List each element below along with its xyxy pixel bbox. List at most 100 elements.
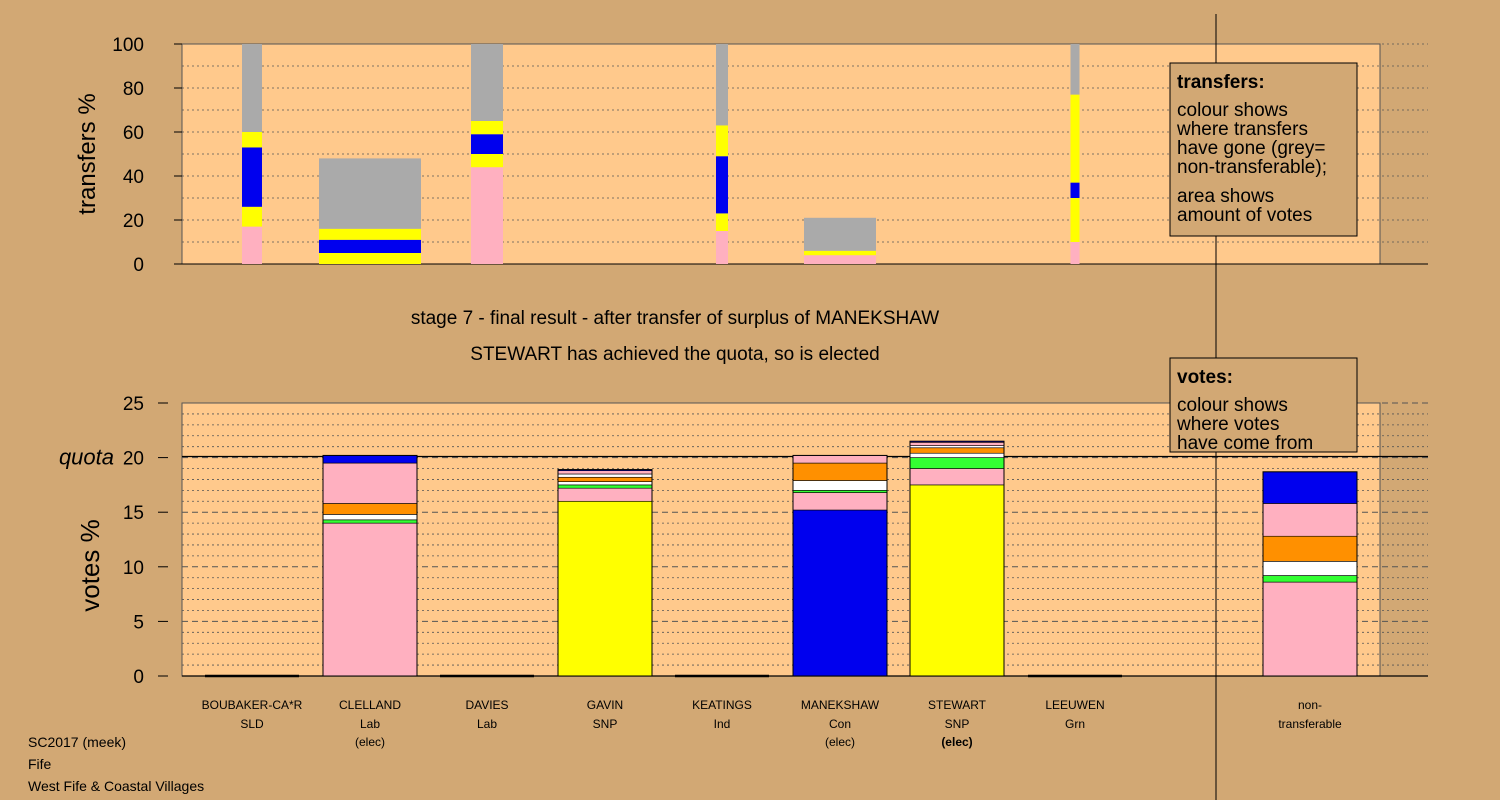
transfer-bar-segment: [804, 255, 876, 264]
votes-bar-segment: [1262, 471, 1358, 504]
votes-bar-segment: [909, 484, 1005, 677]
transfers-y-tick-label: 20: [123, 211, 144, 232]
transfer-bar-segment: [319, 253, 421, 264]
transfer-bar-segment: [242, 147, 262, 207]
votes-y-tick-label: 15: [123, 503, 144, 524]
transfer-bar-segment: [716, 125, 728, 157]
transfer-bar-segment: [716, 231, 728, 264]
candidate-name: GAVIN: [587, 698, 623, 712]
transfer-bar-segment: [319, 158, 421, 229]
votes-bar-segment: [792, 492, 888, 511]
transfer-bar-segment: [471, 134, 503, 154]
votes-bar-segment: [557, 487, 653, 502]
candidate-name: MANEKSHAW: [801, 698, 880, 712]
votes-bar-outline: [322, 454, 418, 677]
candidate-party: Con: [829, 717, 851, 731]
votes-bar-segment: [909, 457, 1005, 469]
transfer-bar-segment: [1070, 44, 1080, 95]
transfer-bar-segment: [242, 206, 262, 227]
transfer-bar-segment: [716, 44, 728, 126]
transfers-y-tick-label: 0: [133, 255, 144, 276]
transfer-bar-segment: [242, 132, 262, 148]
votes-bar-outline: [909, 440, 1005, 677]
votes-bar-segment: [792, 490, 888, 493]
votes-bar-segment: [557, 476, 653, 482]
transfer-bar-segment: [242, 44, 262, 132]
transfers-y-tick-label: 80: [123, 79, 144, 100]
footer-ward: West Fife & Coastal Villages: [28, 778, 204, 794]
transfer-bar-segment: [1070, 242, 1080, 264]
candidate-status: (elec): [355, 735, 385, 749]
votes-bar-outline: [557, 469, 653, 677]
transfers-legend-title: transfers:: [1177, 72, 1265, 93]
votes-bar-segment: [1262, 575, 1358, 583]
votes-bar-segment: [557, 481, 653, 486]
candidate-party: transferable: [1278, 717, 1342, 731]
votes-bar-segment: [792, 480, 888, 491]
votes-bar-segment: [1262, 503, 1358, 537]
votes-legend: votes: colour shows where votes have com…: [1169, 357, 1358, 454]
transfer-bar-segment: [1070, 182, 1080, 198]
votes-bar-segment: [322, 503, 418, 515]
votes-y-tick-label: 20: [123, 449, 144, 470]
votes-legend-title: votes:: [1177, 367, 1233, 388]
votes-chart: quota 0 5 10 15 20 25 votes % BOUBAKER-CA*R SLD CL…: [59, 394, 1428, 749]
candidate-party: SLD: [240, 717, 264, 731]
transfers-legend: transfers: colour shows where transfers …: [1169, 62, 1358, 237]
footer-election: SC2017 (meek): [28, 734, 126, 750]
votes-bar-segment: [909, 442, 1005, 446]
votes-legend-line: where votes: [1176, 414, 1279, 435]
transfers-legend-line: colour shows: [1177, 100, 1288, 121]
candidate-party: Ind: [714, 717, 731, 731]
candidate-party: Lab: [477, 717, 497, 731]
transfer-bar-segment: [471, 121, 503, 135]
transfer-bar-segment: [804, 217, 876, 251]
transfer-bar-segment: [471, 167, 503, 264]
quota-label: quota: [59, 445, 114, 470]
votes-legend-box: [1169, 357, 1358, 453]
transfers-legend-line: amount of votes: [1177, 205, 1312, 226]
transfer-bar-segment: [319, 239, 421, 253]
votes-bar-segment: [1262, 535, 1358, 562]
candidate-party: Lab: [360, 717, 380, 731]
candidate-party: Grn: [1065, 717, 1085, 731]
votes-y-tick-label: 25: [123, 394, 144, 415]
candidate-name: BOUBAKER-CA*R: [202, 698, 303, 712]
transfer-bar-segment: [1070, 94, 1080, 183]
transfers-legend-line: have gone (grey=: [1177, 138, 1325, 159]
transfers-legend-box: [1169, 62, 1358, 237]
votes-bar-segment: [322, 519, 418, 524]
transfers-y-axis-label: transfers %: [74, 93, 101, 214]
transfers-legend-line: area shows: [1177, 186, 1274, 207]
votes-legend-line: colour shows: [1177, 395, 1288, 416]
votes-bar-segment: [557, 484, 653, 489]
votes-bar-segment: [909, 452, 1005, 458]
stage-subtitle: STEWART has achieved the quota, so is el…: [470, 344, 879, 365]
votes-bar-segment: [557, 470, 653, 475]
votes-y-tick-label: 0: [133, 667, 144, 688]
candidate-name: LEEUWEN: [1045, 698, 1104, 712]
votes-y-axis-label: votes %: [75, 519, 105, 612]
candidate-name: KEATINGS: [692, 698, 752, 712]
votes-bar-segment: [322, 462, 418, 504]
votes-bar-segment: [1262, 561, 1358, 576]
candidate-party: SNP: [945, 717, 970, 731]
votes-bar-segment: [909, 447, 1005, 454]
votes-bar-segment: [1262, 581, 1358, 677]
transfers-legend-line: non-transferable);: [1177, 157, 1327, 178]
votes-bar-segment: [909, 468, 1005, 486]
votes-bar-segment: [322, 522, 418, 677]
votes-bar-segment: [557, 473, 653, 478]
votes-bar-segment: [909, 445, 1005, 449]
candidate-name: non-: [1298, 698, 1322, 712]
candidate-name: STEWART: [928, 698, 987, 712]
votes-legend-line: have come from: [1177, 433, 1313, 454]
stage-title: stage 7 - final result - after transfer …: [411, 308, 939, 329]
transfer-bar-segment: [319, 228, 421, 240]
candidate-status: (elec): [825, 735, 855, 749]
candidate-status: (elec): [941, 735, 972, 749]
transfer-bar-segment: [804, 250, 876, 256]
transfer-bar-segment: [1070, 198, 1080, 242]
candidate-party: SNP: [593, 717, 618, 731]
